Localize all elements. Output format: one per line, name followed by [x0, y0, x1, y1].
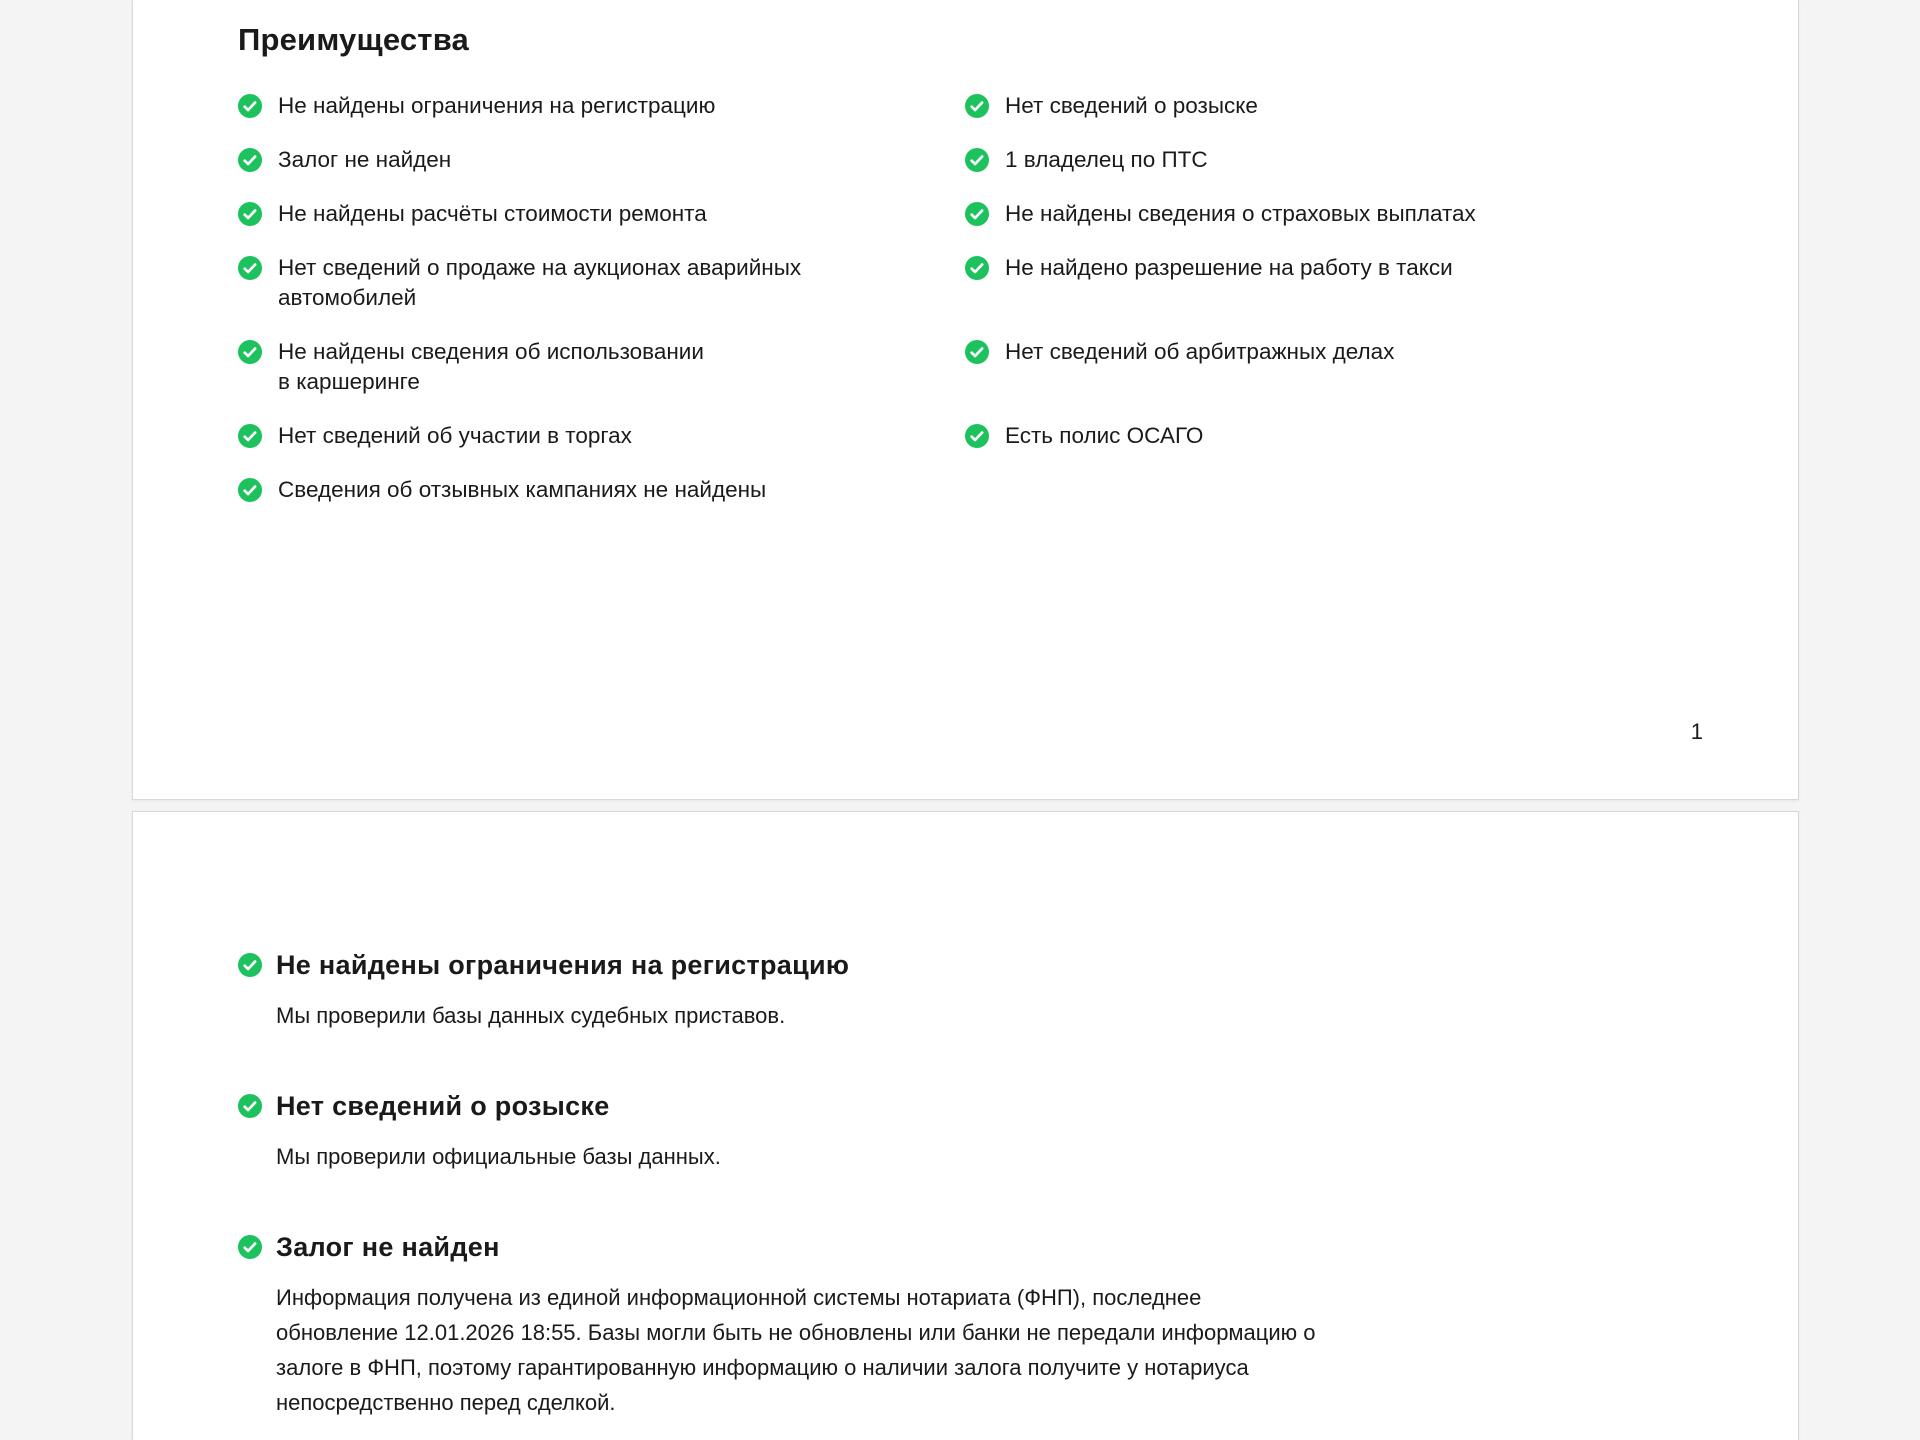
check-circle-icon — [965, 340, 989, 364]
check-circle-icon — [238, 1094, 262, 1118]
check-circle-icon — [965, 256, 989, 280]
advantage-item: Залог не найден — [238, 145, 965, 175]
advantage-item: Нет сведений о продаже на аукционах авар… — [238, 253, 965, 313]
check-circle-icon — [238, 953, 262, 977]
check-circle-icon — [238, 148, 262, 172]
report-section: Нет сведений о розыске Мы проверили офиц… — [238, 1089, 1738, 1174]
advantage-label: 1 владелец по ПТС — [1005, 147, 1208, 172]
advantage-label: Нет сведений об арбитражных делах — [1005, 339, 1395, 364]
section-text: Не найдены ограничения на регистрацию Мы… — [276, 948, 849, 1033]
page-number: 1 — [1690, 719, 1703, 744]
advantage-label: Сведения об отзывных кампаниях не найден… — [278, 477, 767, 502]
check-circle-icon — [238, 478, 262, 502]
advantage-label: Не найдено разрешение на работу в такси — [1005, 255, 1453, 280]
page-2-content: Не найдены ограничения на регистрацию Мы… — [133, 812, 1798, 1420]
section-body: Информация получена из единой информацио… — [276, 1285, 1316, 1415]
advantage-item: Нет сведений об арбитражных делах — [965, 337, 1738, 367]
section-body: Мы проверили базы данных судебных приста… — [276, 1003, 786, 1028]
check-circle-icon — [238, 256, 262, 280]
advantages-grid: Не найдены ограничения на регистрацию За… — [238, 91, 1738, 505]
advantage-item: Не найдены сведения о страховых выплатах — [965, 199, 1738, 229]
advantage-item: 1 владелец по ПТС — [965, 145, 1738, 175]
check-circle-icon — [238, 424, 262, 448]
advantage-label: Не найдены сведения о страховых выплатах — [1005, 201, 1476, 226]
report-section: Залог не найден Информация получена из е… — [238, 1230, 1738, 1420]
advantage-label: Не найдены сведения об использовании в к… — [278, 339, 704, 394]
advantage-item: Нет сведений о розыске — [965, 91, 1738, 121]
advantage-item: Не найдены ограничения на регистрацию — [238, 91, 965, 121]
advantage-item: Не найдены расчёты стоимости ремонта — [238, 199, 965, 229]
advantage-item: Нет сведений об участии в торгах — [238, 421, 965, 451]
section-text: Залог не найден Информация получена из е… — [276, 1230, 1316, 1420]
section-heading: Нет сведений о розыске — [276, 1091, 610, 1121]
check-circle-icon — [965, 424, 989, 448]
advantage-label: Нет сведений об участии в торгах — [278, 423, 632, 448]
check-circle-icon — [238, 94, 262, 118]
check-circle-icon — [965, 94, 989, 118]
advantage-label: Не найдены расчёты стоимости ремонта — [278, 201, 707, 226]
advantage-item: Не найдены сведения об использовании в к… — [238, 337, 965, 397]
advantage-label: Залог не найден — [278, 147, 452, 172]
section-heading: Не найдены ограничения на регистрацию — [276, 950, 850, 980]
report-page-2: Не найдены ограничения на регистрацию Мы… — [132, 811, 1799, 1440]
check-circle-icon — [238, 1235, 262, 1259]
section-body: Мы проверили официальные базы данных. — [276, 1144, 721, 1169]
advantage-item: Сведения об отзывных кампаниях не найден… — [238, 475, 965, 505]
page-1-content: Преимущества Не найдены ограничения на р… — [133, 0, 1798, 505]
section-heading: Залог не найден — [276, 1232, 500, 1262]
advantage-label: Не найдены ограничения на регистрацию — [278, 93, 716, 118]
check-circle-icon — [965, 202, 989, 226]
check-circle-icon — [238, 202, 262, 226]
report-page-1: Преимущества Не найдены ограничения на р… — [132, 0, 1799, 800]
report-section: Не найдены ограничения на регистрацию Мы… — [238, 948, 1738, 1033]
check-circle-icon — [965, 148, 989, 172]
section-text: Нет сведений о розыске Мы проверили офиц… — [276, 1089, 721, 1174]
advantage-label: Есть полис ОСАГО — [1005, 423, 1204, 448]
advantage-item: Есть полис ОСАГО — [965, 421, 1738, 451]
advantage-label: Нет сведений о розыске — [1005, 93, 1258, 118]
advantage-label: Нет сведений о продаже на аукционах авар… — [278, 255, 802, 310]
check-circle-icon — [238, 340, 262, 364]
advantages-title: Преимущества — [238, 22, 469, 57]
advantage-item: Не найдено разрешение на работу в такси — [965, 253, 1738, 283]
